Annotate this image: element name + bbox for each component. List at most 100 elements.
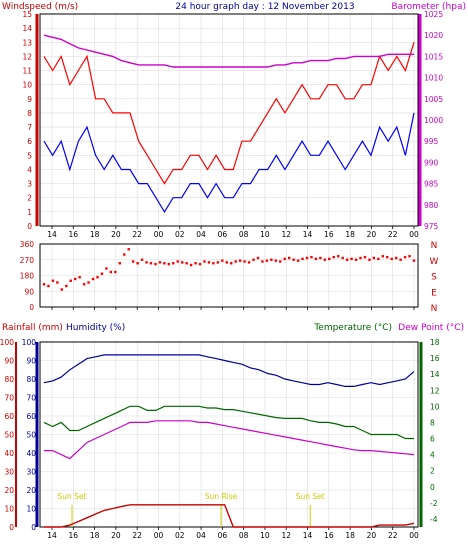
wind-xtick-label: 08 (239, 230, 249, 239)
sun-annotation-2: Sun Set (296, 492, 325, 501)
hum-xtick-label: 00 (154, 531, 164, 540)
wind-ytick-label: 7 (27, 123, 32, 132)
rain-ytick-label: 70 (4, 394, 14, 403)
humidity-ytick-label: 40 (26, 449, 36, 458)
direction-point (305, 256, 309, 260)
direction-point (69, 279, 72, 282)
temp-ytick-label: 12 (430, 386, 440, 395)
dir-ytick-label: 0 (29, 303, 34, 312)
hum-xtick-label: 12 (281, 531, 291, 540)
compass-letter-4: N (431, 304, 438, 314)
direction-point (279, 260, 282, 263)
wind-ytick-label: 3 (27, 180, 32, 189)
wind-xtick-label: 14 (47, 230, 57, 239)
rain-ytick-label: 60 (4, 412, 14, 421)
direction-point (123, 253, 126, 256)
humidity-ytick-label: 10 (26, 505, 36, 514)
direction-point (363, 255, 367, 259)
rain-ytick-label: 80 (4, 375, 14, 384)
dir-ytick-label: 270 (20, 256, 35, 265)
hum-xtick-label: 16 (69, 531, 79, 540)
wind-xtick-label: 12 (281, 230, 291, 239)
barometer-ytick-label: 1015 (424, 52, 443, 61)
wind-ytick-label: 13 (22, 38, 32, 47)
barometer-ytick-label: 1010 (424, 74, 443, 83)
temp-ytick-label: 18 (430, 338, 440, 347)
direction-point (328, 257, 331, 261)
dir-ytick-label: 90 (24, 287, 34, 296)
humidity-ytick-label: 90 (26, 357, 36, 366)
hum-xtick-label: 22 (132, 531, 142, 540)
direction-point (274, 259, 278, 262)
direction-point (65, 284, 68, 288)
direction-point (114, 270, 117, 274)
direction-point (283, 257, 286, 261)
direction-point (96, 276, 99, 279)
wind-xtick-label: 22 (132, 230, 142, 239)
wind-ytick-label: 4 (27, 165, 32, 174)
direction-point (296, 259, 300, 262)
wind-xtick-label: 20 (111, 230, 121, 239)
rainfall-line (44, 504, 415, 528)
direction-point (234, 260, 237, 263)
direction-point (341, 256, 344, 260)
direction-point (403, 255, 407, 259)
compass-letter-0: N (431, 241, 438, 251)
direction-point (82, 283, 86, 286)
direction-point (381, 255, 384, 258)
direction-point (287, 256, 291, 260)
direction-point (51, 279, 55, 282)
direction-point (131, 260, 135, 263)
barometer-ytick-label: 1020 (424, 31, 443, 40)
direction-point (310, 255, 313, 259)
direction-point (319, 256, 322, 260)
wind-xtick-label: 04 (196, 230, 206, 239)
compass-letter-1: W (430, 257, 439, 267)
direction-point (203, 260, 206, 263)
compass-letter-3: E (431, 288, 437, 298)
hum-xtick-label: 14 (47, 531, 57, 540)
direction-point (100, 272, 104, 275)
direction-point (207, 261, 211, 264)
temp-ytick-label: 16 (430, 354, 440, 363)
direction-point (390, 257, 393, 261)
direction-point (91, 277, 95, 281)
hum-xtick-label: 10 (260, 531, 270, 540)
humidity-ytick-label: 0 (31, 523, 36, 532)
barometer-ytick-label: 980 (424, 201, 439, 210)
rain-ytick-label: 90 (4, 357, 14, 366)
wind-ytick-label: 14 (22, 24, 32, 33)
wind-xtick-label: 02 (175, 230, 185, 239)
direction-point (238, 259, 242, 262)
humidity-ytick-label: 30 (26, 468, 36, 477)
direction-point (261, 260, 264, 263)
compass-letter-2: S (431, 273, 437, 283)
direction-point (372, 256, 376, 260)
direction-point (252, 258, 255, 261)
barometer-ytick-label: 975 (424, 222, 439, 231)
direction-point (377, 257, 380, 261)
direction-point (350, 257, 353, 261)
direction-point (230, 262, 233, 265)
dir-ytick-label: 360 (20, 240, 35, 249)
wind-ytick-label: 8 (27, 109, 32, 118)
direction-point (140, 258, 144, 261)
wind-xtick-label: 00 (154, 230, 164, 239)
direction-point (167, 262, 171, 266)
direction-point (145, 261, 148, 264)
barometer-ytick-label: 1000 (424, 116, 443, 125)
hum-xtick-label: 16 (324, 531, 334, 540)
direction-point (56, 281, 59, 284)
hum-xtick-label: 04 (196, 531, 206, 540)
temp-ytick-label: 10 (430, 402, 440, 411)
direction-point (337, 255, 340, 258)
direction-point (225, 261, 228, 264)
direction-point (163, 262, 166, 265)
humidity-ytick-label: 60 (26, 412, 36, 421)
wind-ytick-label: 15 (22, 10, 32, 19)
direction-point (78, 276, 81, 279)
direction-point (314, 257, 318, 261)
rain-ytick-label: 10 (4, 505, 14, 514)
direction-point (158, 261, 162, 264)
windspeed-axis-title: Windspeed (m/s) (2, 2, 78, 12)
